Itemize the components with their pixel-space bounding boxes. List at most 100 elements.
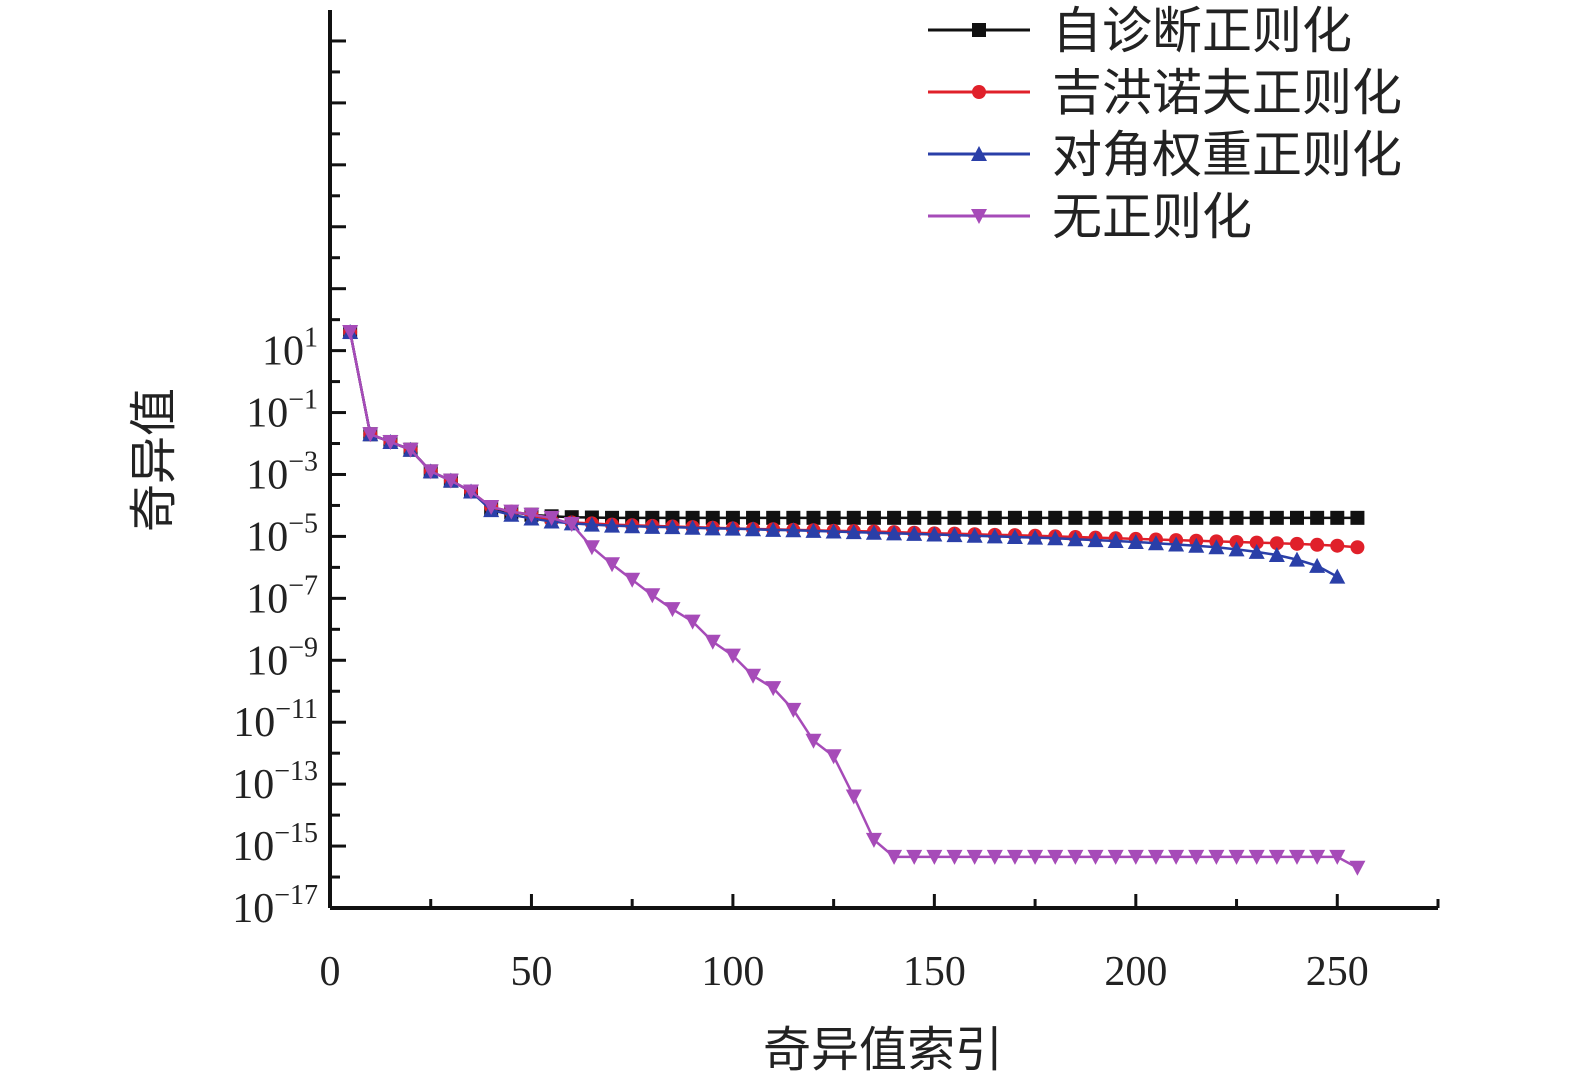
data-point (1067, 531, 1084, 547)
data-point (624, 572, 641, 588)
data-point (865, 524, 882, 540)
data-point (1268, 849, 1285, 865)
series-4 (342, 325, 1366, 876)
data-point (1268, 546, 1285, 562)
data-point (926, 849, 943, 865)
data-point (442, 473, 459, 489)
data-point (1088, 510, 1103, 525)
x-axis-title: 奇异值索引 (763, 1022, 1003, 1078)
data-point (664, 602, 681, 618)
data-point (1006, 529, 1023, 545)
data-point (1208, 539, 1225, 555)
series-line (348, 331, 1359, 869)
data-point (866, 510, 881, 525)
data-point (765, 681, 782, 697)
data-point (927, 510, 942, 525)
data-point (766, 510, 781, 525)
data-point (786, 510, 801, 525)
data-point (1007, 510, 1022, 525)
legend-label: 自诊断正则化 (1052, 2, 1352, 60)
data-point (583, 540, 600, 556)
y-axis-title: 奇异值 (126, 388, 182, 532)
data-point (1148, 510, 1163, 525)
y-tick-label: 10−17 (232, 880, 318, 932)
x-tick-label: 150 (903, 949, 966, 995)
data-point (1047, 849, 1064, 865)
data-point (886, 525, 903, 541)
data-point (483, 499, 500, 515)
y-tick-label: 10−11 (233, 694, 318, 746)
data-point (1329, 568, 1346, 584)
data-point (725, 510, 740, 525)
y-tick-label: 10−3 (246, 446, 318, 498)
data-point (1208, 849, 1225, 865)
legend-item-1: 自诊断正则化 (928, 2, 1352, 60)
data-point (1027, 849, 1044, 865)
data-point (704, 520, 721, 536)
data-point (825, 523, 842, 539)
data-point (1107, 533, 1124, 549)
legend-label: 吉洪诺夫正则化 (1052, 64, 1402, 122)
data-point (1067, 849, 1084, 865)
data-point (342, 325, 359, 341)
data-point (1087, 849, 1104, 865)
y-tick-label: 10−7 (246, 570, 318, 622)
data-point (1048, 510, 1063, 525)
data-point (1249, 510, 1264, 525)
data-point (1168, 849, 1185, 865)
series-layer (342, 324, 1366, 876)
data-point (1349, 860, 1366, 876)
data-point (946, 527, 963, 543)
data-point (1169, 510, 1184, 525)
data-point (1309, 557, 1326, 573)
legend-label: 无正则化 (1052, 188, 1252, 246)
data-point (1127, 849, 1144, 865)
y-tick-label: 10−13 (232, 756, 318, 808)
data-point (1330, 538, 1345, 553)
data-point (563, 517, 580, 533)
data-point (846, 510, 861, 525)
data-point (887, 510, 902, 525)
data-point (967, 510, 982, 525)
data-point (907, 510, 922, 525)
x-tick-label: 200 (1104, 949, 1167, 995)
data-point (806, 510, 821, 525)
data-point (1188, 537, 1205, 553)
data-point (1330, 510, 1345, 525)
data-point (906, 849, 923, 865)
data-point (1147, 535, 1164, 551)
legend-item-2: 吉洪诺夫正则化 (928, 64, 1402, 122)
data-point (1289, 536, 1304, 551)
data-point (987, 510, 1002, 525)
x-tick-label: 0 (320, 949, 341, 995)
data-point (785, 702, 802, 718)
legend-marker (971, 146, 987, 161)
data-point (604, 517, 621, 533)
data-point (543, 510, 560, 526)
data-point (745, 668, 762, 684)
data-point (986, 528, 1003, 544)
legend-label: 对角权重正则化 (1052, 126, 1402, 184)
data-point (664, 519, 681, 535)
data-point (644, 588, 661, 604)
data-point (1107, 849, 1124, 865)
legend-item-4: 无正则化 (928, 188, 1252, 246)
data-point (1329, 849, 1346, 865)
data-point (1087, 532, 1104, 548)
data-point (362, 427, 379, 443)
data-point (1228, 541, 1245, 557)
data-point (684, 614, 701, 630)
data-point (1350, 510, 1365, 525)
data-point (583, 516, 600, 532)
data-point (1108, 510, 1123, 525)
data-point (684, 519, 701, 535)
data-point (1028, 510, 1043, 525)
data-point (402, 442, 419, 458)
x-axis: 0 50 100 150 200 250 (320, 894, 1440, 995)
series-3 (342, 324, 1346, 584)
legend-marker (971, 209, 987, 224)
data-point (1310, 537, 1325, 552)
data-point (826, 510, 841, 525)
